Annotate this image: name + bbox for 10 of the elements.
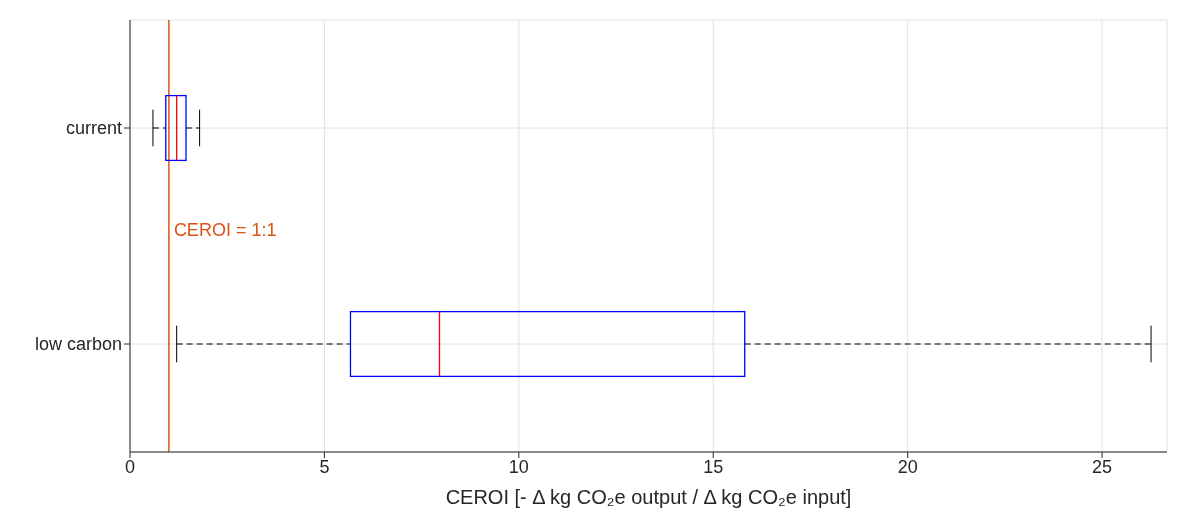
x-tick-label: 15 [703, 456, 724, 477]
x-tick-label: 25 [1092, 456, 1113, 477]
y-tick-label: low carbon [34, 334, 122, 355]
x-tick-label: 0 [124, 456, 136, 477]
ref-line-label: CEROI = 1:1 [173, 220, 277, 240]
y-tick-label: current [65, 118, 122, 139]
x-axis-title: CEROI [- Δ kg CO₂e output / Δ kg CO₂e input] [445, 486, 852, 508]
x-tick-label: 10 [508, 456, 529, 477]
x-tick-label: 5 [319, 456, 330, 477]
x-tick-label: 20 [897, 456, 918, 477]
